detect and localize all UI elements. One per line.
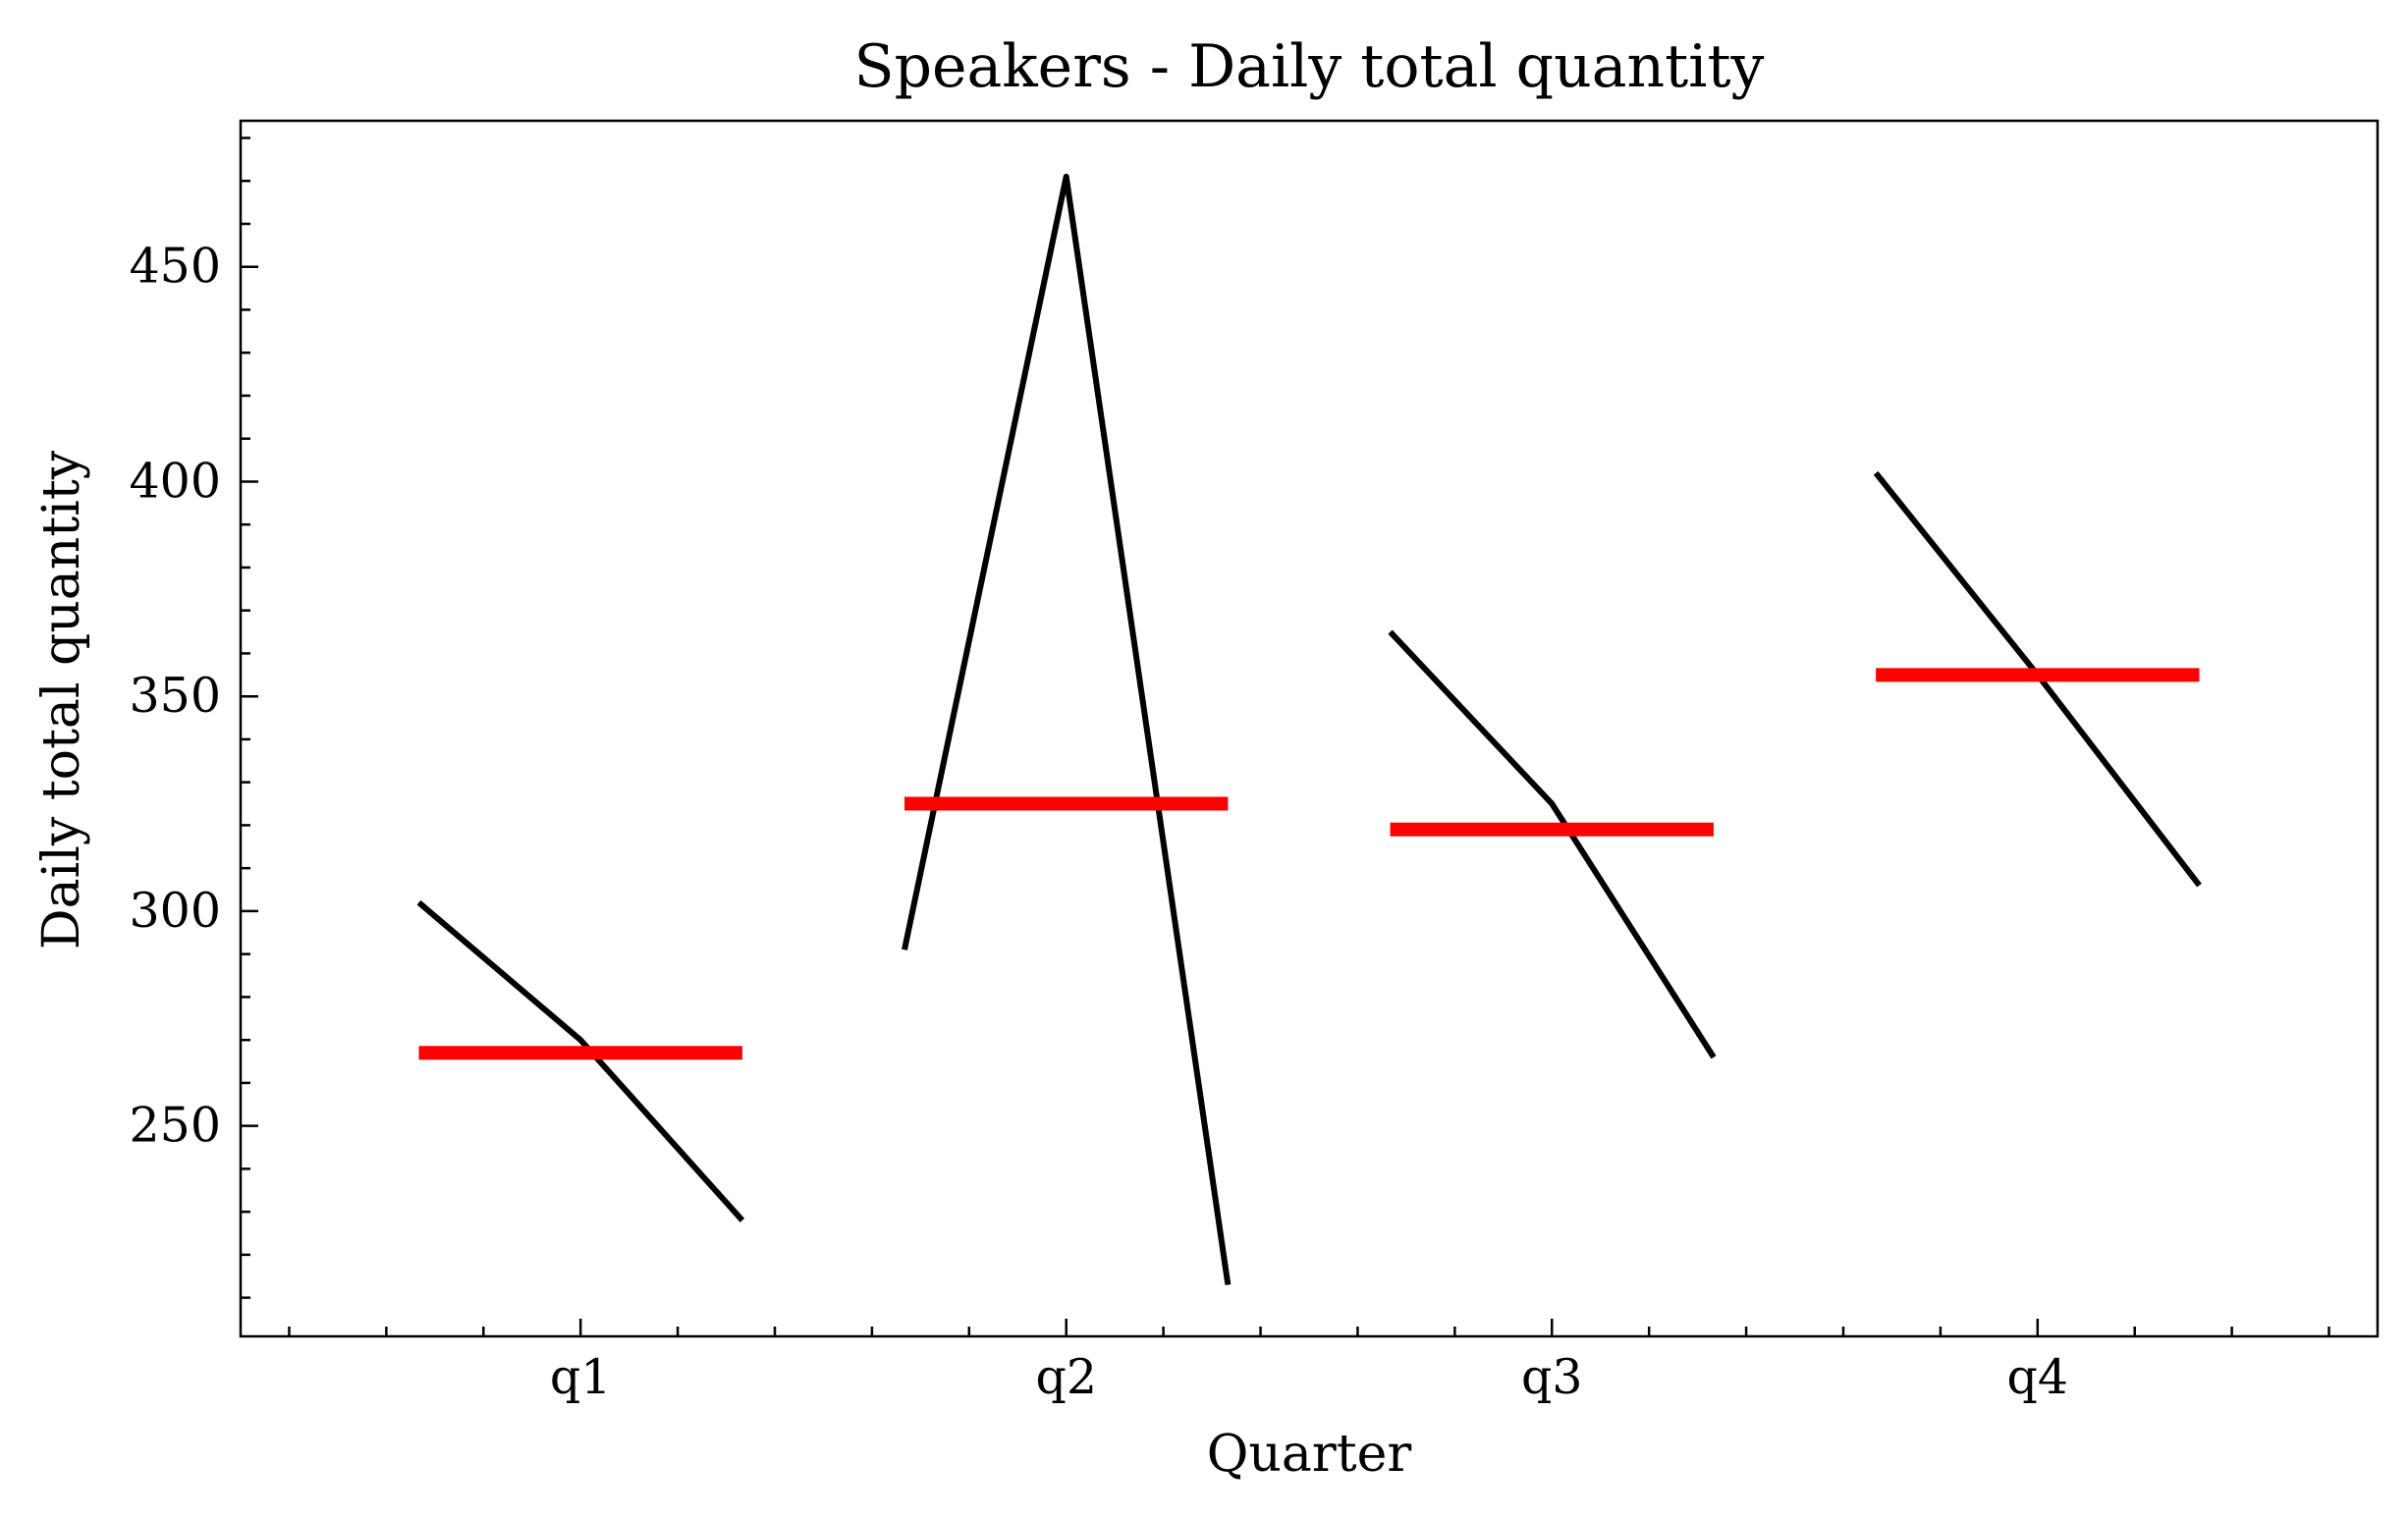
series-line-q2	[902, 173, 1231, 1285]
chart-title: Speakers - Daily total quantity	[854, 32, 1765, 101]
x-tick-label: q1	[550, 1349, 612, 1405]
y-tick-label: 400	[129, 453, 221, 509]
y-tick-label: 250	[129, 1098, 221, 1154]
series-line-q1	[416, 899, 745, 1222]
x-tick-label: q3	[1521, 1349, 1583, 1405]
plot-frame	[239, 119, 2380, 1338]
y-tick-label: 350	[129, 668, 221, 724]
series-line-q3	[1388, 629, 1717, 1059]
y-tick-label: 450	[129, 239, 221, 295]
x-axis-label: Quarter	[1207, 1425, 1412, 1484]
y-tick-label: 300	[129, 883, 221, 939]
x-tick-label: q4	[2007, 1349, 2069, 1405]
plot-area: 250 300 350 400 450 q1 q2 q3 q4	[129, 136, 2330, 1405]
x-tick-label: q2	[1035, 1349, 1097, 1405]
y-axis-label: Daily total quantity	[32, 450, 91, 949]
